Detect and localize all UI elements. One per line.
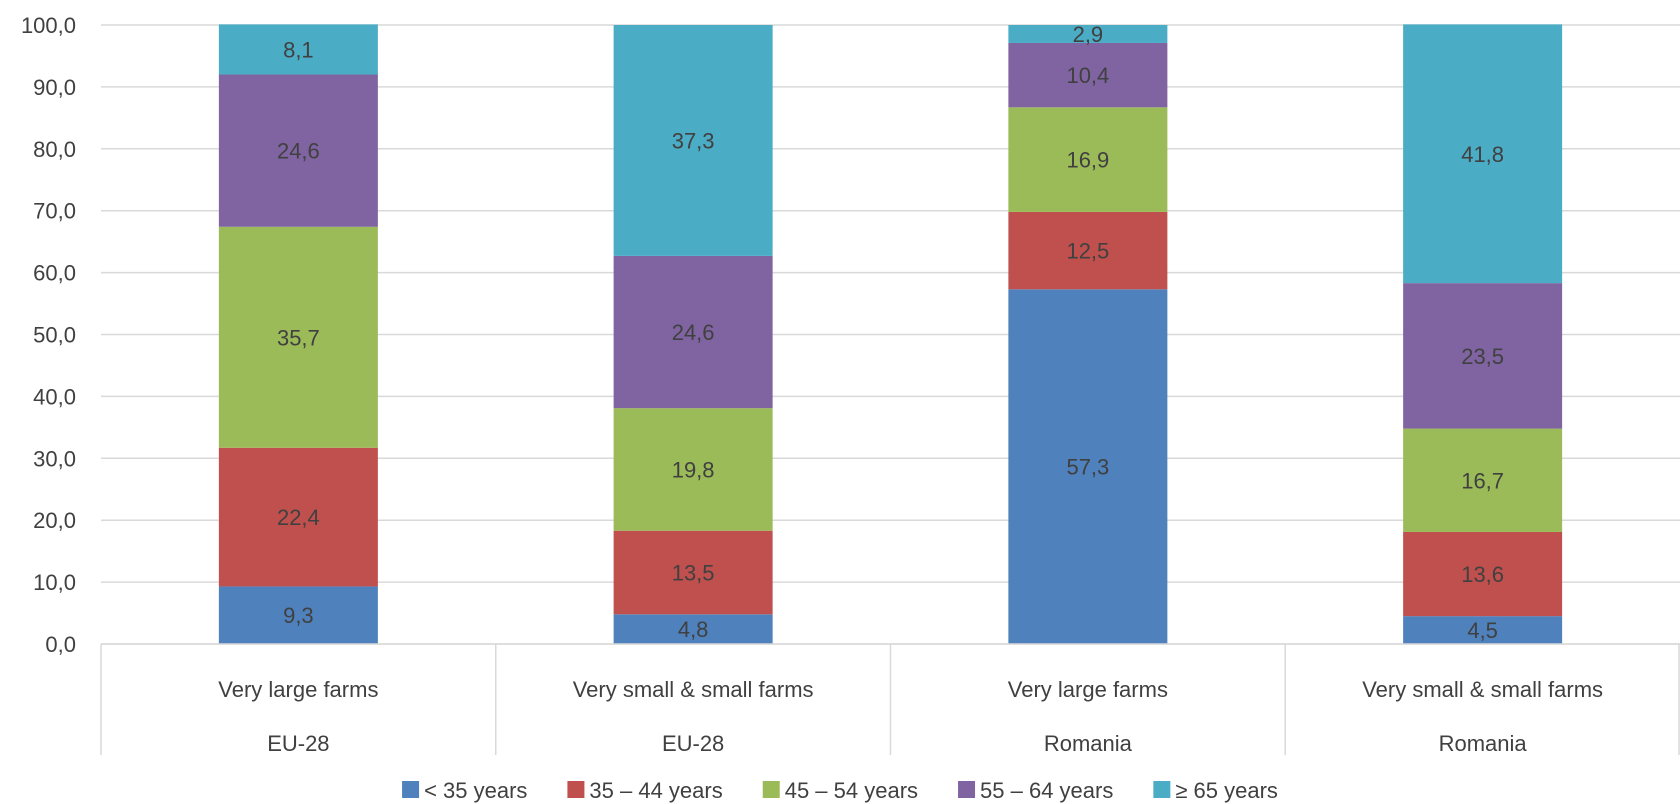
data-label: 24,6 [277, 139, 320, 164]
bar-segment [1403, 616, 1563, 644]
data-label: 10,4 [1066, 63, 1109, 88]
data-label: 23,5 [1461, 344, 1504, 369]
y-tick-label: 40,0 [33, 384, 76, 409]
y-tick-label: 20,0 [33, 508, 76, 533]
data-label: 19,8 [672, 457, 715, 482]
data-label: 41,8 [1461, 142, 1504, 167]
bar-segment [218, 74, 378, 227]
bar-segment [1008, 211, 1168, 290]
bar-segment [1008, 25, 1168, 43]
legend-swatch [567, 781, 585, 798]
y-tick-label: 10,0 [33, 570, 76, 595]
x-axis: Very large farms EU-28 Very small & small … [100, 643, 1680, 756]
data-label: 9,3 [283, 603, 314, 628]
bar-stacks [218, 24, 1563, 644]
bar-segment [1403, 428, 1563, 532]
legend-label: 55 – 64 years [980, 778, 1113, 803]
legend-item: 35 – 44 years [567, 778, 723, 803]
bar-segment [1008, 42, 1168, 108]
y-tick-label: 80,0 [33, 137, 76, 162]
category-label: Very small & small farms [573, 677, 814, 702]
group-label: EU-28 [267, 731, 329, 756]
y-tick-label: 90,0 [33, 75, 76, 100]
bar-segment [1008, 289, 1168, 644]
bar-segment [613, 408, 773, 531]
bar-segment [613, 255, 773, 409]
bar-segment [218, 24, 378, 75]
bar-segment [218, 226, 378, 448]
bar-segment [218, 586, 378, 644]
y-tick-label: 70,0 [33, 199, 76, 224]
data-label: 13,6 [1461, 562, 1504, 587]
data-label: 37,3 [672, 128, 715, 153]
legend-swatch [958, 781, 976, 798]
category-label: Very large farms [1008, 677, 1168, 702]
data-label: 4,8 [678, 617, 709, 642]
bar-segment [613, 614, 773, 644]
legend-label: ≥ 65 years [1175, 778, 1278, 803]
legend-item: ≥ 65 years [1153, 778, 1278, 803]
bar-segment [1403, 24, 1563, 284]
category-label: Very small & small farms [1362, 677, 1603, 702]
bar-segment [1403, 531, 1563, 617]
legend-item: < 35 years [402, 778, 527, 803]
legend-item: 45 – 54 years [762, 778, 918, 803]
legend-swatch [762, 781, 780, 798]
bar-segment [613, 530, 773, 615]
group-label: Romania [1044, 731, 1133, 756]
category-label: Very large farms [218, 677, 378, 702]
y-tick-label: 0,0 [45, 632, 76, 657]
bar-segment [613, 25, 773, 256]
data-label: 22,4 [277, 505, 320, 530]
y-tick-label: 100,0 [21, 13, 76, 38]
data-label: 57,3 [1066, 455, 1109, 480]
data-label: 35,7 [277, 325, 320, 350]
legend-swatch [402, 781, 420, 798]
y-tick-label: 60,0 [33, 261, 76, 286]
data-label: 16,7 [1461, 468, 1504, 493]
data-label: 4,5 [1467, 618, 1498, 643]
data-label: 24,6 [672, 320, 715, 345]
data-label: 8,1 [283, 37, 314, 62]
data-label: 13,5 [672, 561, 715, 586]
data-label: 2,9 [1073, 22, 1104, 47]
legend: < 35 years 35 – 44 years 45 – 54 years 55 –… [402, 778, 1278, 803]
data-label: 12,5 [1066, 239, 1109, 264]
group-label: EU-28 [662, 731, 724, 756]
bar-segment [218, 447, 378, 587]
data-labels: 9,3 22,4 35,7 24,6 8,1 4,8 13,5 19,8 24,6 37,3 57,… [277, 22, 1504, 643]
data-label: 16,9 [1066, 148, 1109, 173]
y-tick-label: 30,0 [33, 446, 76, 471]
bar-segment [1008, 107, 1168, 212]
legend-label: < 35 years [424, 778, 527, 803]
legend-item: 55 – 64 years [958, 778, 1113, 803]
group-label: Romania [1439, 731, 1528, 756]
legend-label: 35 – 44 years [589, 778, 722, 803]
legend-label: 45 – 54 years [785, 778, 918, 803]
y-axis: 0,0 10,0 20,0 30,0 40,0 50,0 60,0 70,0 80,0 90,0 1… [21, 13, 76, 657]
legend-swatch [1153, 781, 1171, 798]
y-tick-label: 50,0 [33, 323, 76, 348]
bar-segment [1403, 283, 1563, 429]
